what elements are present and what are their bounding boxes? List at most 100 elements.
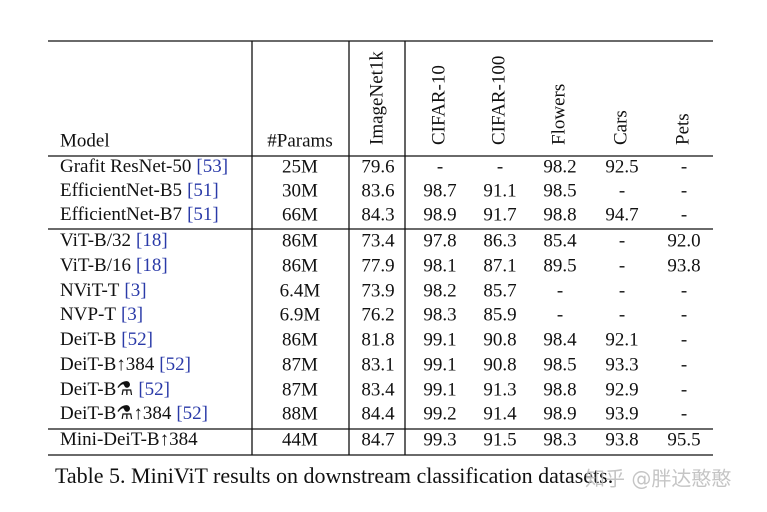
- cell: -: [681, 403, 687, 424]
- model-label: ViT-B/16: [60, 255, 131, 276]
- caption: Table 5. MiniViT results on downstream c…: [55, 463, 613, 488]
- cell: -: [619, 280, 625, 301]
- cell: -: [681, 379, 687, 400]
- citation: [51]: [187, 180, 219, 201]
- model-name: EfficientNet-B7 [51]: [60, 204, 219, 225]
- cell: 92.0: [667, 230, 700, 251]
- cell: 90.8: [483, 329, 516, 350]
- cell: 98.9: [423, 204, 456, 225]
- cell: -: [681, 329, 687, 350]
- cell: 84.3: [361, 204, 394, 225]
- citation: [18]: [136, 230, 168, 251]
- cell: 85.7: [483, 280, 516, 301]
- cell: 85.9: [483, 304, 516, 325]
- cell: 95.5: [667, 429, 700, 450]
- citation: [51]: [187, 204, 219, 225]
- cell: -: [619, 255, 625, 276]
- header-cell: Flowers: [548, 84, 569, 145]
- header-cell: Model: [60, 130, 110, 151]
- cell: 44M: [282, 429, 318, 450]
- model-label: Grafit ResNet-50: [60, 156, 191, 177]
- cell: 93.3: [605, 354, 638, 375]
- cell: 99.3: [423, 429, 456, 450]
- citation: [53]: [196, 156, 228, 177]
- cell: 73.9: [361, 280, 394, 301]
- model-name: DeiT-B⚗↑384 [52]: [60, 403, 208, 424]
- model-label: NViT-T: [60, 280, 120, 301]
- citation: [52]: [138, 379, 170, 400]
- cell: -: [619, 180, 625, 201]
- cell: 86.3: [483, 230, 516, 251]
- cell: 76.2: [361, 304, 394, 325]
- cell: 30M: [282, 180, 318, 201]
- cell: 97.8: [423, 230, 456, 251]
- model-label: DeiT-B↑384: [60, 354, 155, 375]
- model-label: DeiT-B⚗↑384: [60, 403, 172, 424]
- header-cell: Pets: [672, 113, 693, 145]
- cell: 98.3: [423, 304, 456, 325]
- cell: 86M: [282, 230, 318, 251]
- model-name: ViT-B/16 [18]: [60, 255, 168, 276]
- model-label: DeiT-B⚗: [60, 379, 133, 400]
- model-name: DeiT-B⚗ [52]: [60, 379, 170, 400]
- model-label: EfficientNet-B5: [60, 180, 182, 201]
- cell: 93.9: [605, 403, 638, 424]
- cell: 83.6: [361, 180, 394, 201]
- citation: [52]: [121, 329, 153, 350]
- cell: 93.8: [605, 429, 638, 450]
- cell: 86M: [282, 255, 318, 276]
- cell: 79.6: [361, 156, 394, 177]
- citation: [52]: [176, 403, 208, 424]
- cell: 99.1: [423, 329, 456, 350]
- citation: [18]: [136, 255, 168, 276]
- cell: 84.7: [361, 429, 394, 450]
- model-label: ViT-B/32: [60, 230, 131, 251]
- model-name: Mini-DeiT-B↑384: [60, 429, 198, 450]
- cell: 6.9M: [280, 304, 321, 325]
- cell: 89.5: [543, 255, 576, 276]
- cell: -: [557, 304, 563, 325]
- cell: 91.7: [483, 204, 516, 225]
- header-cell: ImageNet1k: [366, 51, 387, 145]
- model-name: DeiT-B↑384 [52]: [60, 354, 191, 375]
- citation: [3]: [121, 304, 143, 325]
- cell: 98.1: [423, 255, 456, 276]
- cell: -: [497, 156, 503, 177]
- cell: -: [681, 304, 687, 325]
- cell: 98.8: [543, 204, 576, 225]
- cell: 81.8: [361, 329, 394, 350]
- cell: 6.4M: [280, 280, 321, 301]
- cell: 77.9: [361, 255, 394, 276]
- model-name: Grafit ResNet-50 [53]: [60, 156, 228, 177]
- cell: 90.8: [483, 354, 516, 375]
- cell: 83.1: [361, 354, 394, 375]
- model-label: NVP-T: [60, 304, 116, 325]
- cell: -: [437, 156, 443, 177]
- cell: 91.4: [483, 403, 517, 424]
- header-cell: CIFAR-10: [428, 65, 449, 145]
- header-cell: #Params: [267, 130, 332, 151]
- cell: 83.4: [361, 379, 395, 400]
- header-cell: CIFAR-100: [488, 56, 509, 145]
- model-name: ViT-B/32 [18]: [60, 230, 168, 251]
- cell: 86M: [282, 329, 318, 350]
- cell: 98.5: [543, 180, 576, 201]
- cell: 91.3: [483, 379, 516, 400]
- model-label: Mini-DeiT-B↑384: [60, 429, 198, 450]
- citation: [3]: [124, 280, 146, 301]
- cell: 98.7: [423, 180, 456, 201]
- citation: [52]: [159, 354, 191, 375]
- cell: -: [681, 354, 687, 375]
- model-name: NVP-T [3]: [60, 304, 143, 325]
- cell: 98.9: [543, 403, 576, 424]
- cell: 84.4: [361, 403, 395, 424]
- model-name: EfficientNet-B5 [51]: [60, 180, 219, 201]
- cell: 98.8: [543, 379, 576, 400]
- cell: 93.8: [667, 255, 700, 276]
- cell: -: [681, 280, 687, 301]
- model-label: DeiT-B: [60, 329, 116, 350]
- header-cell: Cars: [610, 110, 631, 145]
- cell: 99.1: [423, 354, 456, 375]
- cell: -: [557, 280, 563, 301]
- cell: 92.5: [605, 156, 638, 177]
